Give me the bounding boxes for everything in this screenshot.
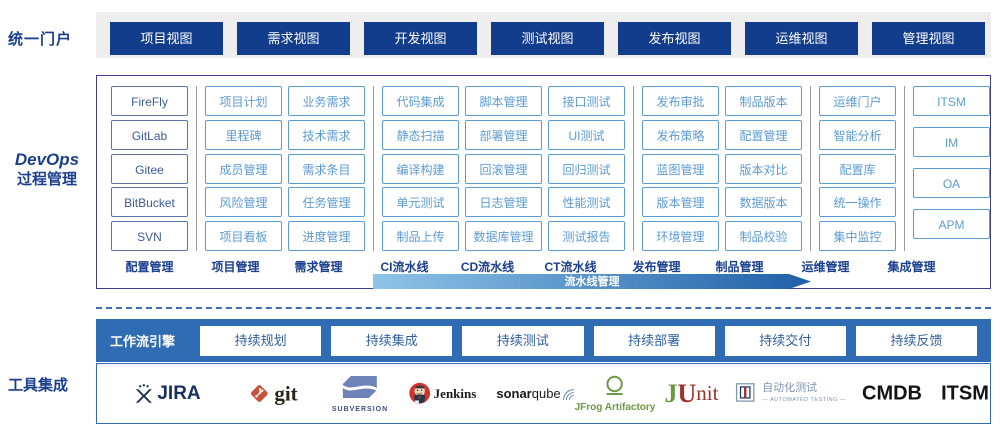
- svg-text:流水线管理: 流水线管理: [565, 274, 620, 288]
